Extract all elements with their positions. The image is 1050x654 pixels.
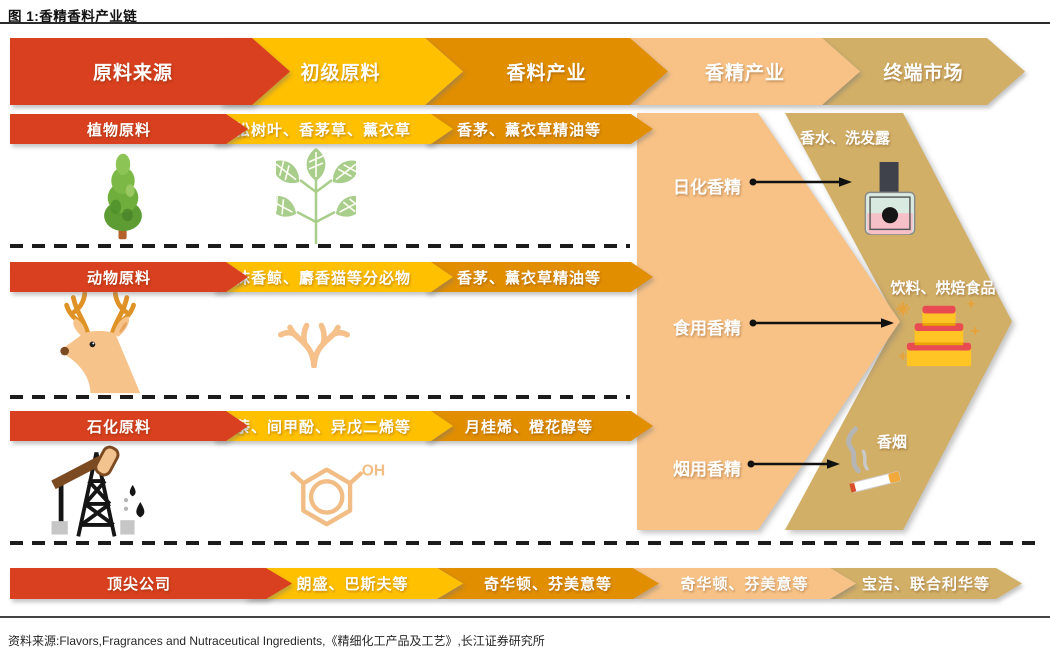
companies-chevron-flavor: 奇华顿、芬美意等 [437, 568, 659, 599]
source-note: 资料来源:Flavors,Fragrances and Nutraceutica… [8, 634, 545, 648]
bottom-divider [10, 541, 1040, 545]
connector-arrow-daily [749, 177, 852, 187]
stage-chevron-raw-source: 原料来源 [10, 38, 290, 105]
stage-chevron-essence-industry: 香精产业 [630, 38, 860, 105]
target-label-beverage-bakery: 饮料、烘焙食品 [890, 280, 996, 297]
leaf-branch-icon [276, 147, 356, 244]
companies-chevron-terminal: 宝洁、联合利华等 [830, 568, 1022, 599]
cigarette-icon [846, 426, 901, 493]
row1-flavor-chevron: 香茅、薰衣草精油等 [425, 114, 653, 144]
connector-arrow-food [749, 318, 894, 328]
row3-source-chevron: 石化原料 [10, 411, 248, 441]
target-label-perfume-shampoo: 香水、洗发露 [799, 130, 890, 147]
connector-arrow-tobacco [747, 459, 840, 469]
row1-source-chevron: 植物原料 [10, 114, 248, 144]
row-divider-1 [10, 244, 630, 248]
stage-chevron-flavor-industry: 香料产业 [425, 38, 668, 105]
target-label-cigarette: 香烟 [876, 434, 907, 451]
row-divider-2 [10, 395, 630, 399]
cake-icon [896, 299, 979, 367]
row2-source-chevron: 动物原料 [10, 262, 248, 292]
companies-chevron-label: 顶尖公司 [10, 568, 292, 599]
row3-primary-chevron: 萘、间甲酚、异戊二烯等 [213, 411, 453, 441]
footer-divider [0, 616, 1050, 618]
essence-category-food: 食用香精 [673, 319, 741, 338]
antlers-icon [278, 322, 350, 368]
deer-icon [60, 291, 141, 394]
figure-title: 图 1:香精香料产业链 [8, 9, 138, 24]
title-divider [0, 22, 1050, 24]
tree-icon [104, 153, 142, 240]
molecule-icon: OH [290, 463, 385, 527]
row2-flavor-chevron: 香茅、薰衣草精油等 [425, 262, 653, 292]
essence-category-daily: 日化香精 [673, 178, 741, 197]
row2-primary-chevron: 抹香鲸、麝香猫等分必物 [213, 262, 453, 292]
row1-primary-chevron: 松树叶、香茅草、薰衣草 [213, 114, 453, 144]
companies-chevron-essence: 奇华顿、芬美意等 [633, 568, 856, 599]
essence-category-tobacco: 烟用香精 [673, 460, 741, 479]
row3-flavor-chevron: 月桂烯、橙花醇等 [425, 411, 653, 441]
hydroxyl-label: OH [362, 463, 385, 480]
oil-pump-icon [51, 445, 145, 537]
perfume-icon [864, 162, 916, 235]
